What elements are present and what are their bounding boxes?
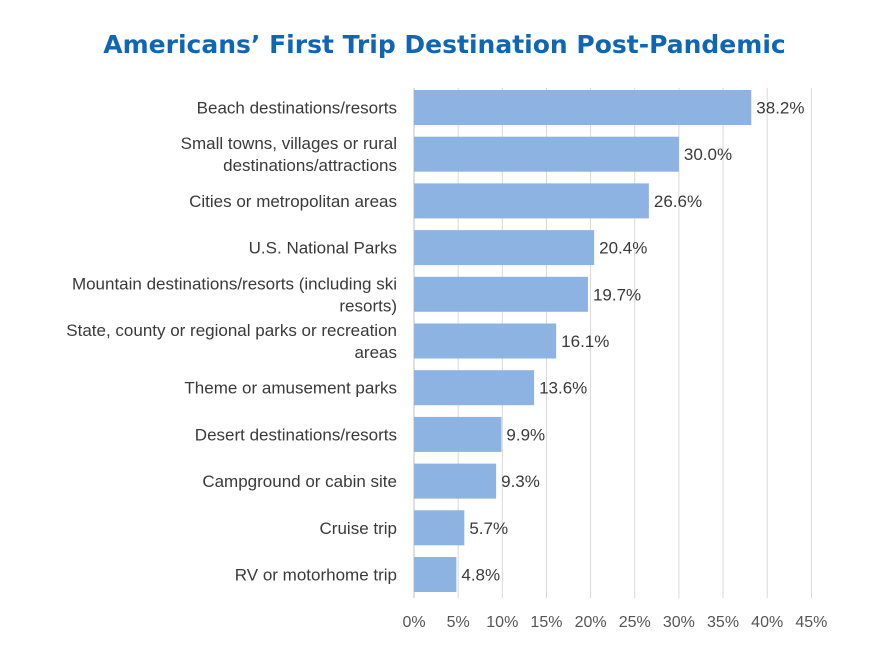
bar — [414, 230, 595, 266]
x-tick-label: 30% — [663, 614, 695, 631]
category-labels: Beach destinations/resorts Small towns, v… — [66, 99, 397, 585]
data-label: 30.0% — [684, 145, 732, 164]
category-label: Cities or metropolitan areas — [189, 192, 397, 211]
category-label: Desert destinations/resorts — [195, 425, 397, 444]
x-tick-label: 5% — [447, 614, 470, 631]
bar — [414, 370, 535, 406]
data-label: 9.3% — [501, 472, 540, 491]
x-tick-label: 10% — [486, 614, 518, 631]
category-label: Small towns, villages or rural — [181, 134, 397, 153]
category-label: Beach destinations/resorts — [197, 99, 397, 118]
x-tick-label: 0% — [402, 614, 425, 631]
x-axis-ticks: 0% 5% 10% 15% 20% 25% 30% 35% 40% 45% — [402, 614, 827, 631]
data-label: 38.2% — [756, 99, 804, 118]
chart-title: Americans’ First Trip Destination Post-P… — [103, 30, 786, 59]
data-label: 9.9% — [506, 425, 545, 444]
bar — [414, 510, 465, 546]
data-label: 16.1% — [561, 332, 609, 351]
data-label: 5.7% — [469, 519, 508, 538]
bar — [414, 416, 502, 452]
x-tick-label: 15% — [530, 614, 562, 631]
category-label: Campground or cabin site — [202, 472, 397, 491]
category-label: resorts) — [339, 296, 397, 315]
x-tick-label: 20% — [575, 614, 607, 631]
bar — [414, 323, 557, 359]
data-label: 4.8% — [461, 566, 500, 585]
bar — [414, 276, 588, 312]
bar — [414, 90, 752, 125]
category-label: State, county or regional parks or recre… — [66, 321, 397, 340]
category-label: Theme or amusement parks — [184, 379, 397, 398]
category-label: destinations/attractions — [223, 156, 397, 175]
x-tick-label: 40% — [751, 614, 783, 631]
category-label: Cruise trip — [320, 519, 397, 538]
bar — [414, 463, 497, 499]
category-label: RV or motorhome trip — [235, 566, 397, 585]
x-tick-label: 45% — [795, 614, 827, 631]
category-label: areas — [354, 343, 397, 362]
bar — [414, 557, 457, 592]
data-label: 26.6% — [654, 192, 702, 211]
x-tick-label: 35% — [707, 614, 739, 631]
data-label: 20.4% — [599, 239, 647, 258]
x-tick-label: 25% — [619, 614, 651, 631]
category-label: U.S. National Parks — [249, 239, 397, 258]
bars — [414, 90, 752, 592]
data-label: 13.6% — [539, 379, 587, 398]
category-label: Mountain destinations/resorts (including… — [72, 274, 397, 293]
data-label: 19.7% — [593, 285, 641, 304]
bar — [414, 136, 679, 172]
value-labels: 38.2% 30.0% 26.6% 20.4% 19.7% 16.1% 13.6% 9.9% 9… — [461, 99, 804, 585]
bar — [414, 183, 649, 219]
